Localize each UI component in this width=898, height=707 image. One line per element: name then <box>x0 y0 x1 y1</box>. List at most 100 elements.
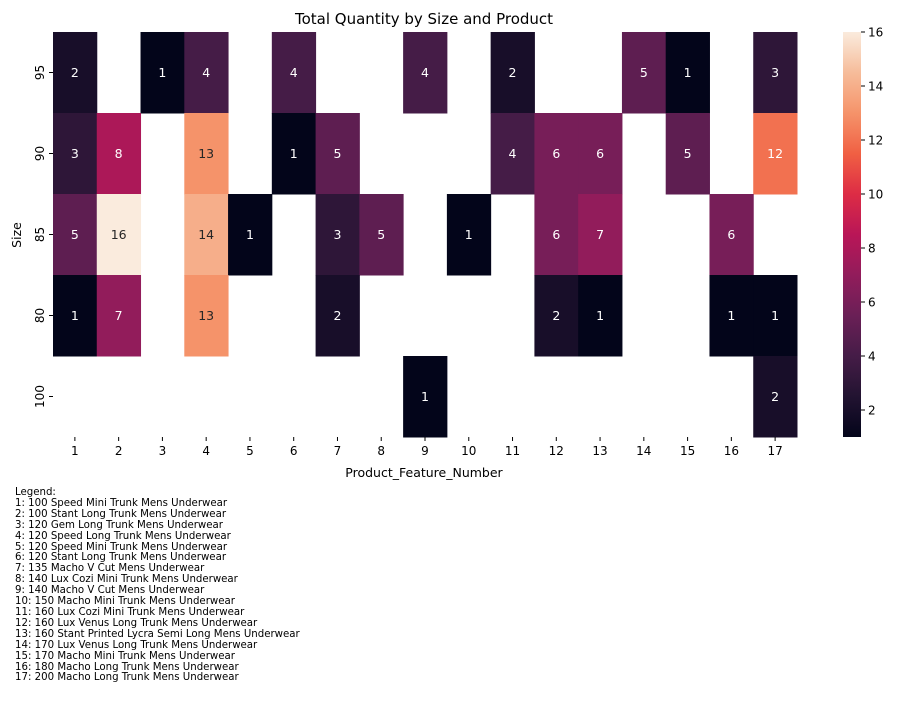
cell-label: 6 <box>727 227 735 242</box>
cell-label: 1 <box>246 227 254 242</box>
cell-label: 5 <box>377 227 385 242</box>
x-tick-label: 4 <box>202 444 210 458</box>
y-tick-label: 90 <box>33 146 47 161</box>
cell-label: 4 <box>202 65 210 80</box>
x-tick-label: 12 <box>549 444 564 458</box>
heatmap-cell <box>315 194 360 276</box>
colorbar <box>843 32 861 437</box>
x-tick-label: 1 <box>71 444 79 458</box>
heatmap-cell <box>53 194 98 276</box>
heatmap-cell <box>96 275 142 357</box>
y-axis-ticks: 95 90 85 80 100 <box>33 65 53 408</box>
legend-item: 12: 160 Lux Venus Long Trunk Mens Underw… <box>15 617 258 629</box>
legend-item: 14: 170 Lux Venus Long Trunk Mens Underw… <box>15 639 258 651</box>
x-tick-label: 10 <box>461 444 476 458</box>
cell-label: 6 <box>552 146 560 161</box>
x-axis-ticks: 1 2 3 4 5 6 7 8 9 10 11 12 13 14 15 16 17 <box>71 437 783 458</box>
legend-item: 13: 160 Stant Printed Lycra Semi Long Me… <box>15 628 300 640</box>
heatmap-cell <box>534 113 579 195</box>
heatmap-cell <box>709 194 754 276</box>
x-tick-label: 17 <box>767 444 782 458</box>
legend-item: 2: 100 Stant Long Trunk Mens Underwear <box>15 508 227 520</box>
heatmap-cell <box>315 275 360 357</box>
heatmap-cell <box>184 194 229 276</box>
cell-label: 12 <box>767 146 783 161</box>
heatmap-cell <box>534 194 579 276</box>
cell-label: 2 <box>333 308 341 323</box>
heatmap-cell <box>53 275 98 357</box>
legend-item: 9: 140 Macho V Cut Mens Underwear <box>15 585 205 597</box>
heatmap-cell <box>753 356 798 438</box>
cell-label: 3 <box>71 146 79 161</box>
cell-label: 14 <box>198 227 214 242</box>
cell-label: 13 <box>198 308 214 323</box>
heatmap-cell <box>534 275 579 357</box>
x-axis-label: Product_Feature_Number <box>345 465 503 480</box>
heatmap-cell <box>184 32 229 114</box>
y-tick-label: 85 <box>33 227 47 242</box>
colorbar-tick-label: 14 <box>868 80 883 94</box>
heatmap-cell <box>184 275 229 357</box>
cell-label: 7 <box>115 308 123 323</box>
colorbar-ticks: 2 4 6 8 10 12 14 16 <box>861 26 883 418</box>
cell-label: 7 <box>596 227 604 242</box>
heatmap-cell <box>96 194 142 276</box>
heatmap-cell <box>403 32 448 114</box>
cell-label: 2 <box>552 308 560 323</box>
heatmap-cell <box>53 32 98 114</box>
heatmap-cell <box>315 113 360 195</box>
heatmap-cell <box>709 275 754 357</box>
y-tick-label: 80 <box>33 308 47 323</box>
heatmap-cell <box>665 32 710 114</box>
cell-label: 6 <box>596 146 604 161</box>
colorbar-tick-label: 8 <box>868 242 876 256</box>
x-tick-label: 3 <box>159 444 167 458</box>
heatmap-cells: 2 1 4 4 4 2 5 1 33 8 13 1 5 4 6 6 5 125 16 14 1 3 5 1 6 7 61 7 13 2 2 1… <box>53 32 798 438</box>
y-axis-label: Size <box>9 222 24 248</box>
heatmap-cell <box>665 113 710 195</box>
colorbar-tick-label: 6 <box>868 296 876 310</box>
heatmap-cell <box>359 194 404 276</box>
cell-label: 5 <box>71 227 79 242</box>
cell-label: 1 <box>727 308 735 323</box>
x-tick-label: 2 <box>115 444 123 458</box>
legend-item: 4: 120 Speed Long Trunk Mens Underwear <box>15 530 231 542</box>
cell-label: 5 <box>333 146 341 161</box>
colorbar-tick-label: 4 <box>868 350 876 364</box>
cell-label: 1 <box>158 65 166 80</box>
product-legend: Legend: 1: 100 Speed Mini Trunk Mens Und… <box>15 487 300 684</box>
cell-label: 1 <box>771 308 779 323</box>
x-tick-label: 13 <box>592 444 607 458</box>
heatmap-cell <box>403 356 448 438</box>
cell-label: 2 <box>71 65 79 80</box>
y-tick-label: 100 <box>33 385 47 408</box>
chart-title: Total Quantity by Size and Product <box>294 10 553 28</box>
colorbar-tick-label: 16 <box>868 26 883 40</box>
heatmap-cell <box>140 32 185 114</box>
heatmap-cell <box>96 113 142 195</box>
heatmap-cell <box>753 32 798 114</box>
cell-label: 3 <box>333 227 341 242</box>
colorbar-tick-label: 10 <box>868 188 883 202</box>
cell-label: 6 <box>552 227 560 242</box>
x-tick-label: 14 <box>636 444 651 458</box>
heatmap-cell <box>271 32 317 114</box>
x-tick-label: 8 <box>377 444 385 458</box>
legend-item: 16: 180 Macho Long Trunk Mens Underwear <box>15 661 239 673</box>
colorbar-tick-label: 2 <box>868 404 876 418</box>
cell-label: 4 <box>421 65 429 80</box>
cell-label: 5 <box>640 65 648 80</box>
colorbar-tick-label: 12 <box>868 134 883 148</box>
cell-label: 2 <box>509 65 517 80</box>
heatmap-cell <box>621 32 667 114</box>
legend-item: 11: 160 Lux Cozi Mini Trunk Mens Underwe… <box>15 606 245 618</box>
cell-label: 1 <box>684 65 692 80</box>
x-tick-label: 11 <box>505 444 520 458</box>
legend-item: 6: 120 Stant Long Trunk Mens Underwear <box>15 552 227 564</box>
legend-item: 5: 120 Speed Mini Trunk Mens Underwear <box>15 541 228 553</box>
legend-item: 3: 120 Gem Long Trunk Mens Underwear <box>15 519 223 531</box>
x-tick-label: 9 <box>421 444 429 458</box>
cell-label: 3 <box>771 65 779 80</box>
cell-label: 4 <box>509 146 517 161</box>
cell-label: 1 <box>596 308 604 323</box>
